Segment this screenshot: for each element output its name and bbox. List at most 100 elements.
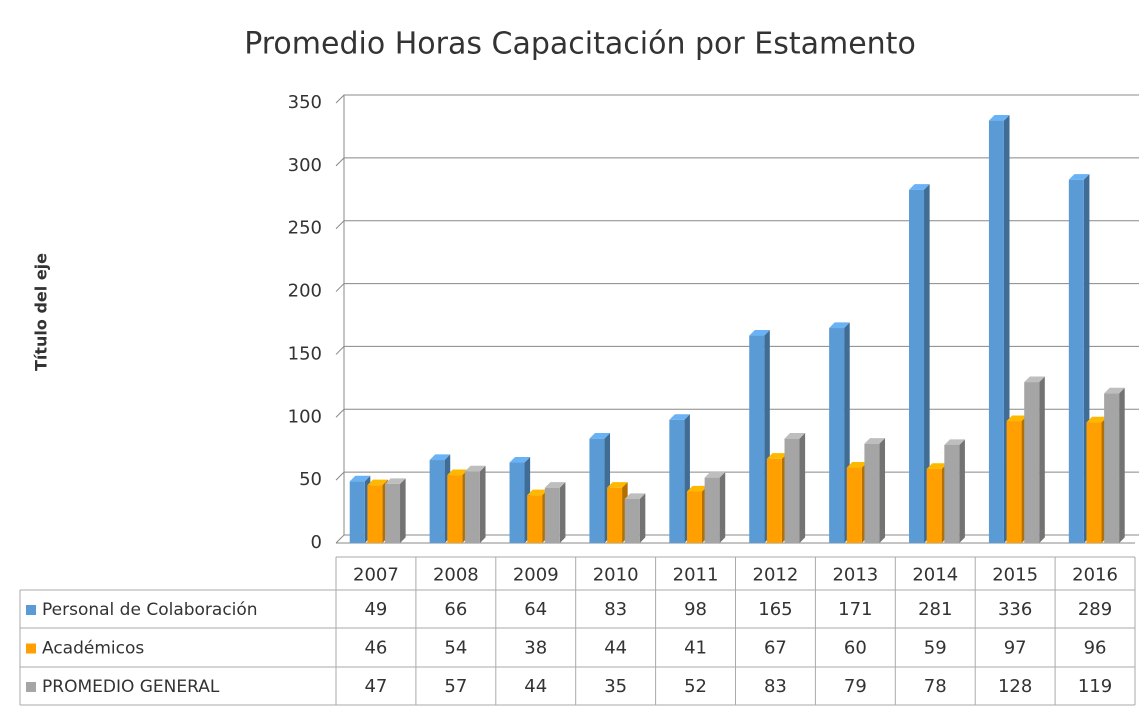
chart-title: Promedio Horas Capacitación por Estament… [244,27,916,62]
x-tick-label: 2016 [1072,565,1118,586]
y-tick-label: 100 [288,406,322,427]
bar [447,475,463,543]
bar-top [669,414,690,420]
grid-line [335,94,1139,104]
x-tick-label: 2011 [673,565,719,586]
bar-top [829,322,850,329]
bar-top [1086,416,1108,423]
table-value: 41 [684,638,707,659]
legend-swatch [26,643,36,654]
bar [1068,179,1084,543]
table-value: 44 [604,638,627,659]
bar-top [1006,415,1028,422]
y-tick-label: 200 [288,281,322,302]
bar-side [879,438,886,543]
bar [846,467,862,543]
bar-top [464,465,486,472]
y-tick-label: 350 [288,92,322,113]
bar-side [559,482,566,543]
bar-side [719,472,726,543]
table-value: 38 [524,638,547,659]
bar-top [447,469,468,476]
bar-top [704,472,726,478]
bar [864,443,880,543]
legend-label: Personal de Colaboración [42,600,258,620]
bar [1024,382,1040,543]
bar-top [607,482,628,488]
table-value: 79 [844,676,867,697]
bar [607,487,623,543]
table-value: 289 [1078,599,1112,620]
table-value: 54 [444,638,467,659]
bar-side [400,478,406,543]
table-value: 165 [758,599,792,620]
legend-label: PROMEDIO GENERAL [42,677,220,697]
bar-side [639,493,646,543]
bar [509,462,525,543]
bar [749,335,765,543]
table-value: 281 [918,599,952,620]
table-value: 64 [524,599,547,620]
legend-label: Académicos [42,639,144,659]
bar-top [624,493,646,499]
bar-top [766,453,788,459]
grid-line [335,408,1139,418]
y-tick-label: 250 [288,218,322,239]
bar [944,444,960,543]
x-tick-label: 2015 [992,565,1038,586]
bar [349,481,365,543]
bar-side [924,184,930,543]
y-axis-label: Título del eje [32,253,51,371]
bar [1104,393,1120,543]
x-tick-label: 2010 [593,565,639,586]
bar-top [846,461,868,468]
bar-top [349,475,371,482]
table-value: 336 [998,599,1032,620]
table-value: 46 [364,638,387,659]
bar-side [799,433,806,543]
table-value: 49 [364,599,387,620]
bar [669,419,685,543]
x-tick-label: 2014 [912,565,958,586]
bar [784,438,800,543]
y-tick-label: 50 [299,469,322,490]
bar-top [429,454,451,461]
bar-top [988,115,1010,121]
table-value: 52 [684,676,707,697]
bar [385,483,401,543]
bar-side [1039,376,1045,543]
bar-top [589,433,611,439]
table-value: 97 [1004,638,1027,659]
bar-top [527,489,548,496]
table-value: 67 [764,638,787,659]
table-value: 96 [1084,638,1107,659]
bar-side [959,439,965,543]
bar [589,438,605,543]
y-tick-label: 300 [288,155,322,176]
grid-line [335,220,1139,230]
legend-swatch [26,605,36,615]
bar [544,487,560,543]
table-value: 119 [1078,676,1112,697]
table-value: 66 [444,599,467,620]
bar-top [544,482,566,488]
grid-line [335,157,1139,167]
bar-side [1119,387,1125,543]
bar-top [509,456,531,463]
y-tick-label: 0 [311,532,322,553]
bar-top [686,485,708,492]
bar [527,495,543,543]
table-value: 35 [604,676,627,697]
bar-top [926,463,948,469]
table-value: 128 [998,676,1032,697]
x-tick-label: 2007 [353,565,399,586]
bar [909,189,925,543]
bar-top [909,184,930,190]
bar-top [749,329,770,336]
grid-line [335,283,1139,292]
bar [429,460,445,543]
bar [926,468,942,543]
bar-top [1068,174,1090,180]
bar [704,477,720,543]
